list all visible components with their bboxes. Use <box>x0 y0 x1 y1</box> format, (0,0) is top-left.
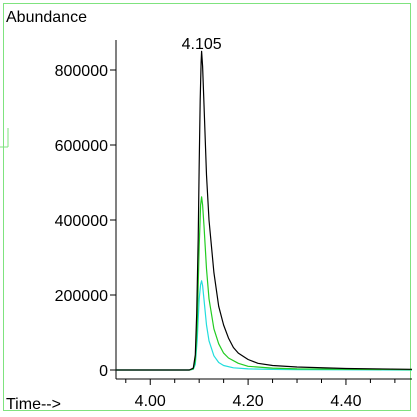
y-ticks: 0 200000 400000 600000 800000 <box>55 63 116 380</box>
y-tick-label: 800000 <box>55 63 108 80</box>
series-group <box>116 50 413 371</box>
x-tick-label: 4.00 <box>135 393 166 410</box>
y-axis-label: Abundance <box>6 9 87 26</box>
x-axis-label: Time--> <box>6 396 61 413</box>
x-tick-label: 4.20 <box>233 393 264 410</box>
series-line <box>116 50 413 371</box>
x-tick-label: 4.40 <box>330 393 361 410</box>
x-ticks: 4.00 4.20 4.40 <box>125 379 396 410</box>
peak-annotation: 4.105 <box>182 36 222 53</box>
y-tick-label: 600000 <box>55 138 108 155</box>
axes <box>115 40 412 380</box>
y-tick-label: 200000 <box>55 288 108 305</box>
chart-frame <box>3 3 411 411</box>
series-line <box>116 280 413 371</box>
y-tick-label: 0 <box>99 363 108 380</box>
y-tick-label: 400000 <box>55 213 108 230</box>
series-line <box>116 196 413 371</box>
